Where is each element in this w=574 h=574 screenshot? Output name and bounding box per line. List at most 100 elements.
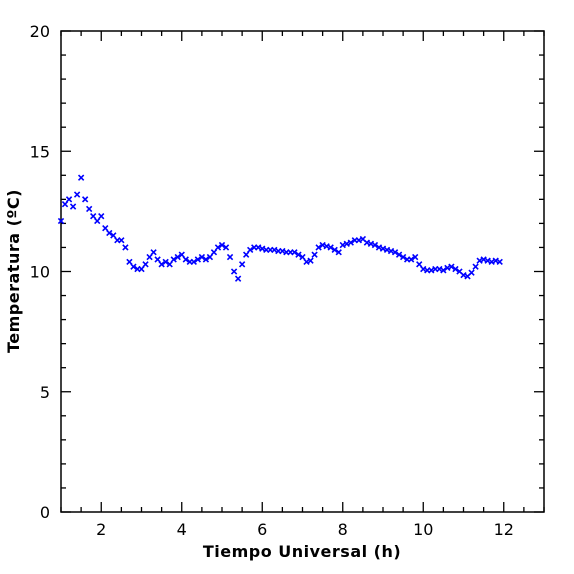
- data-point: [142, 261, 149, 268]
- data-point: [259, 245, 266, 252]
- data-point: [130, 263, 137, 270]
- data-point: [484, 257, 491, 264]
- data-point: [230, 268, 238, 275]
- y-tick-label: 10: [30, 263, 50, 282]
- data-point: [375, 244, 383, 251]
- data-point: [110, 232, 117, 239]
- data-point: [182, 256, 189, 263]
- data-point: [118, 237, 125, 244]
- data-point: [98, 213, 105, 220]
- data-point: [331, 246, 338, 254]
- y-tick-label: 15: [30, 142, 50, 161]
- data-point: [242, 251, 250, 258]
- data-point: [452, 265, 459, 273]
- data-point: [472, 263, 479, 270]
- data-point: [154, 256, 161, 263]
- data-point: [86, 205, 93, 213]
- data-point: [311, 251, 318, 258]
- data-point: [371, 241, 379, 249]
- x-axis-title: Tiempo Universal (h): [203, 542, 401, 561]
- data-point: [488, 258, 495, 266]
- data-point: [383, 246, 391, 254]
- data-point: [395, 251, 403, 258]
- data-point: [339, 241, 346, 249]
- data-point: [106, 229, 113, 237]
- data-point: [367, 240, 375, 248]
- data-point: [412, 253, 419, 261]
- data-point: [138, 265, 145, 273]
- data-point: [295, 251, 302, 258]
- data-point: [81, 196, 89, 203]
- data-point: [61, 200, 69, 208]
- data-point: [226, 253, 234, 261]
- data-point: [69, 203, 77, 210]
- data-point: [347, 239, 354, 246]
- data-point: [307, 257, 314, 264]
- data-point: [77, 174, 85, 181]
- data-point: [122, 244, 129, 251]
- data-point: [194, 256, 202, 263]
- data-point: [428, 267, 435, 274]
- data-point: [476, 257, 483, 264]
- data-point: [363, 239, 371, 246]
- data-point: [126, 258, 133, 266]
- data-point: [492, 257, 499, 264]
- plot-frame: [60, 30, 545, 513]
- data-point: [420, 265, 427, 273]
- y-axis-title: Temperatura (ºC): [4, 189, 23, 353]
- data-point: [448, 263, 455, 270]
- data-point: [399, 253, 407, 261]
- data-point: [214, 244, 222, 251]
- data-point: [299, 253, 306, 261]
- x-tick-label: 8: [338, 520, 348, 539]
- data-point: [387, 247, 395, 255]
- data-point: [343, 240, 350, 248]
- data-point: [335, 249, 342, 256]
- data-point: [391, 249, 399, 256]
- data-point: [234, 275, 242, 282]
- data-point: [416, 261, 423, 268]
- tick-labels: 2 4 6 8 10 12 0 5 10 15 20: [30, 22, 514, 539]
- data-point: [303, 258, 310, 266]
- y-tick-label: 5: [40, 383, 50, 402]
- data-point: [65, 196, 73, 203]
- data-point: [315, 244, 322, 251]
- x-tick-label: 6: [257, 520, 267, 539]
- data-point: [90, 213, 97, 220]
- data-point: [94, 217, 101, 225]
- data-point: [73, 191, 81, 198]
- data-point: [436, 265, 443, 273]
- data-point: [158, 261, 165, 268]
- data-point: [291, 249, 298, 256]
- data-points: [57, 174, 503, 282]
- data-point: [496, 258, 503, 266]
- data-point: [202, 256, 210, 263]
- x-tick-label: 2: [96, 520, 106, 539]
- data-point: [319, 241, 326, 249]
- data-point: [174, 253, 181, 261]
- y-tick-label: 20: [30, 22, 50, 41]
- data-point: [238, 261, 246, 268]
- data-point: [323, 243, 330, 250]
- data-point: [355, 237, 363, 244]
- data-point: [440, 267, 447, 274]
- data-point: [150, 249, 157, 256]
- data-point: [198, 253, 206, 261]
- data-point: [271, 246, 278, 254]
- y-tick-label: 0: [40, 503, 50, 522]
- x-tick-label: 10: [413, 520, 433, 539]
- data-point: [190, 258, 197, 266]
- x-tick-label: 12: [494, 520, 514, 539]
- data-point: [255, 244, 262, 251]
- data-point: [146, 253, 153, 261]
- data-point: [166, 261, 173, 268]
- data-point: [102, 225, 109, 232]
- x-tick-label: 4: [177, 520, 187, 539]
- data-point: [460, 271, 467, 279]
- data-point: [170, 256, 177, 263]
- data-point: [279, 247, 286, 255]
- data-point: [57, 217, 65, 225]
- axis-ticks: [60, 30, 545, 513]
- data-point: [178, 251, 185, 258]
